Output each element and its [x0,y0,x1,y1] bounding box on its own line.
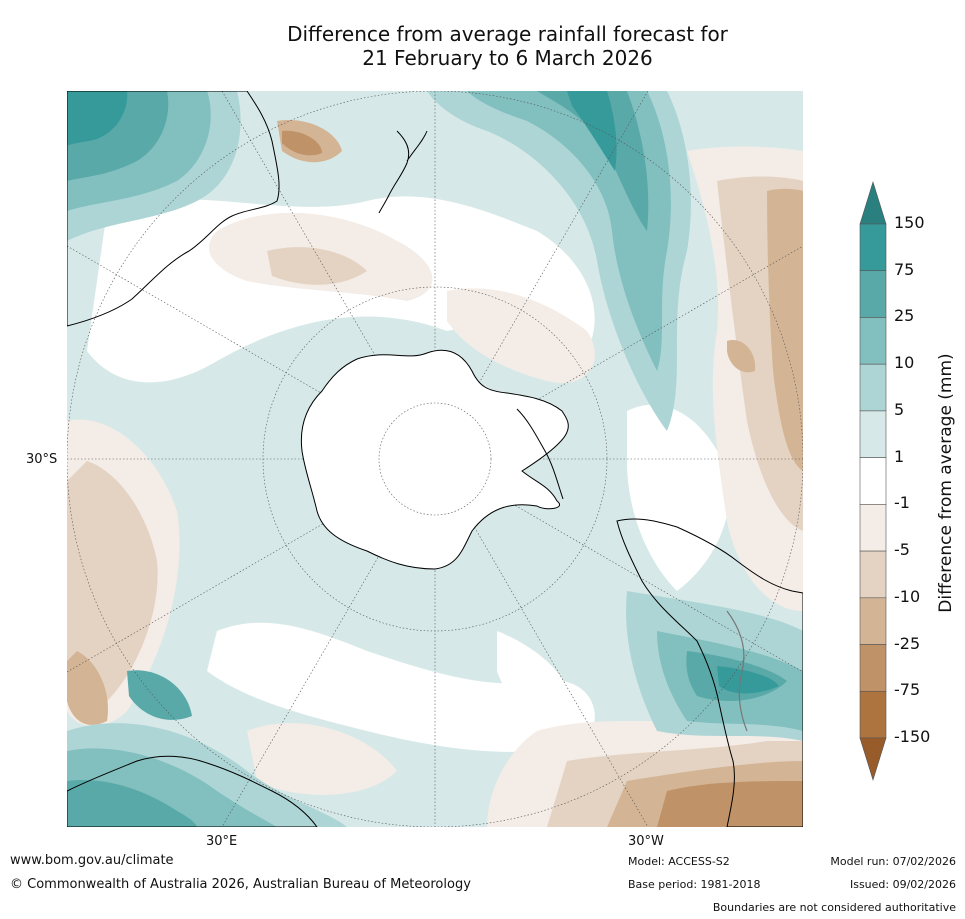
colorbar-title: Difference from average (mm) [936,353,956,613]
footer-base-period: Base period: 1981-2018 [628,878,761,891]
title-line-2: 21 February to 6 March 2026 [362,46,653,70]
colorbar-tick-label: 10 [894,353,915,373]
colorbar-tick-label: 150 [894,213,925,232]
footer-website: www.bom.gov.au/climate [10,853,174,868]
colorbar-band [859,223,887,272]
colorbar-tick-label: -25 [894,633,921,653]
footer-copyright: © Commonwealth of Australia 2026, Austra… [10,877,471,892]
colorbar-band [859,270,887,318]
rainfall-map-svg [67,91,803,827]
map-title: Difference from average rainfall forecas… [0,22,965,70]
footer-issued: Issued: 09/02/2026 [849,878,956,891]
longitude-label-30e: 30°E [206,834,238,849]
colorbar-tick-label: 25 [894,306,915,326]
colorbar-tick-label: -75 [894,680,921,700]
footer-model: Model: ACCESS-S2 [628,855,730,868]
longitude-label-30w: 30°W [628,834,664,849]
colorbar [859,180,887,782]
antarctica-coastline [300,349,569,570]
colorbar-band [859,317,887,365]
colorbar-band [859,410,887,458]
very-much-wetter-areas [67,91,779,694]
colorbar-band [859,597,887,645]
footer-disclaimer: Boundaries are not considered authoritat… [712,901,956,914]
rainfall-map [67,91,803,827]
colorbar-tick-label: 5 [894,399,905,419]
colorbar-band [859,690,887,739]
colorbar-band [859,457,887,505]
colorbar-tick-label: -10 [894,586,921,606]
antarctic-peninsula [516,408,564,500]
new-zealand-coastline [378,130,428,214]
colorbar-tick-label: -1 [894,493,910,513]
colorbar-band [859,363,887,412]
colorbar-tick-label: -5 [894,540,910,560]
colorbar-extend-bottom [859,737,887,782]
country-borders [726,610,748,732]
colorbar-tick-label: 75 [894,259,915,279]
colorbar-tick-label: 1 [894,446,905,466]
latitude-label-30s: 30°S [26,452,58,467]
title-line-1: Difference from average rainfall forecas… [287,22,728,46]
colorbar-band [859,550,887,599]
footer-model-run: Model run: 07/02/2026 [830,855,956,868]
colorbar-tick-label: -150 [894,727,931,746]
south-america-coastline [616,518,803,827]
colorbar-extend-top [859,180,887,225]
australia-coastline [67,91,280,327]
southern-africa-coastline [67,755,318,827]
south-pole-circle [378,402,492,516]
strong-deficit-areas [282,130,803,827]
colorbar-band [859,644,887,692]
colorbar-band [859,504,887,552]
